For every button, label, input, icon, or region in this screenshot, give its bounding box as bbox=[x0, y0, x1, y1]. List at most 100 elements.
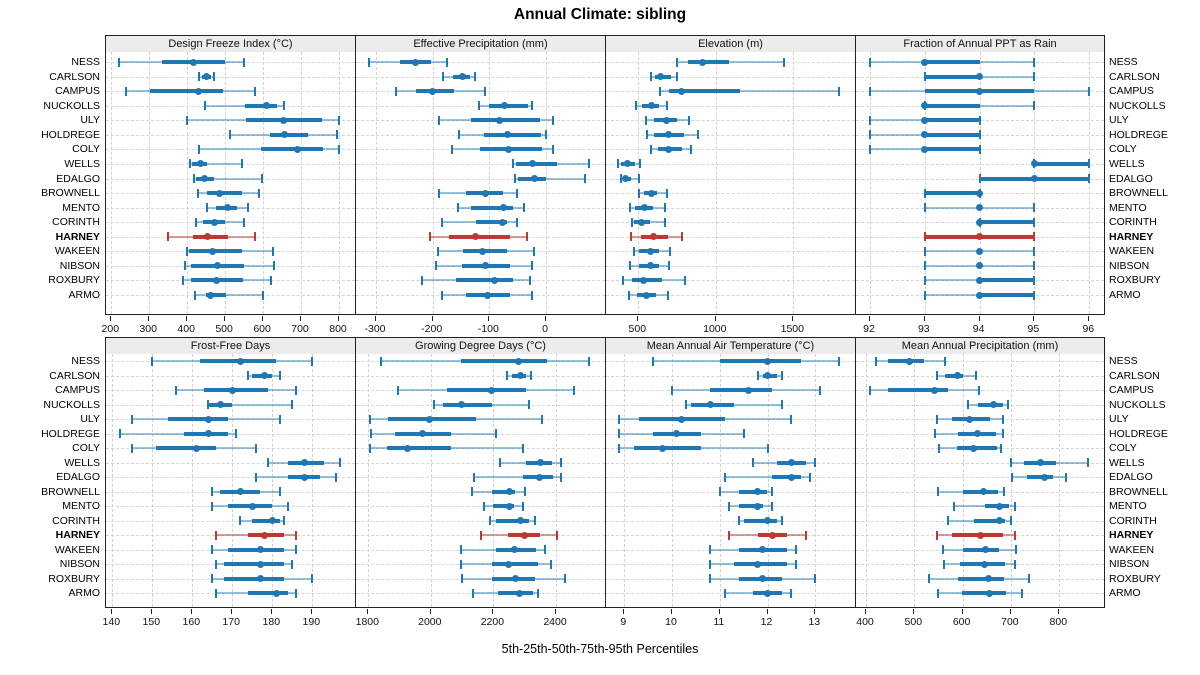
whisker-cap-high bbox=[1033, 57, 1036, 67]
median-dot bbox=[530, 175, 538, 182]
station-label-right-mento: MENTO bbox=[1109, 500, 1147, 512]
station-label-right-harney: HARNEY bbox=[1109, 230, 1154, 243]
whisker-cap-high bbox=[1021, 588, 1024, 598]
median-dot bbox=[995, 502, 1003, 510]
percentile-box-25-75 bbox=[448, 234, 510, 239]
whisker-cap-low bbox=[370, 429, 373, 438]
x-axis-tick-label: 400 bbox=[177, 323, 195, 335]
whisker-cap-low bbox=[197, 144, 200, 154]
whisker-cap-low bbox=[211, 574, 214, 583]
whisker-cap-low bbox=[953, 501, 956, 511]
whisker-cap-high bbox=[837, 86, 840, 96]
whisker-cap-low bbox=[638, 188, 641, 198]
median-dot bbox=[981, 546, 989, 553]
x-axis-tick bbox=[671, 609, 672, 614]
h-gridline bbox=[856, 506, 1104, 507]
whisker-cap-high bbox=[780, 371, 783, 380]
median-dot bbox=[279, 116, 287, 124]
panel-dfi bbox=[105, 52, 355, 315]
median-dot bbox=[976, 276, 984, 284]
whisker-cap-high bbox=[283, 516, 286, 525]
median-dot bbox=[641, 204, 649, 212]
whisker-cap-high bbox=[1033, 72, 1036, 82]
percentile-range-5-95 bbox=[676, 61, 785, 63]
whisker-cap-high bbox=[560, 472, 563, 482]
whisker-cap-low bbox=[131, 443, 134, 453]
whisker-cap-high bbox=[271, 246, 274, 256]
h-gridline bbox=[106, 62, 355, 63]
median-dot bbox=[481, 262, 489, 270]
h-gridline bbox=[606, 265, 855, 267]
whisker-cap-high bbox=[804, 530, 807, 540]
x-axis-tick bbox=[186, 316, 188, 321]
x-axis-tick-label: 500 bbox=[215, 323, 233, 335]
percentile-box-25-75 bbox=[719, 359, 801, 363]
station-label-right-ness: NESS bbox=[1109, 56, 1138, 68]
v-gridline bbox=[232, 354, 234, 607]
median-dot bbox=[787, 459, 795, 466]
percentile-range-5-95 bbox=[686, 403, 782, 406]
h-gridline bbox=[356, 163, 605, 165]
h-gridline bbox=[356, 477, 605, 478]
x-axis-tick bbox=[555, 609, 556, 614]
median-dot bbox=[706, 401, 714, 408]
percentile-box-25-75 bbox=[443, 402, 493, 407]
panel-strip-title-ffd: Frost-Free Days bbox=[190, 340, 271, 352]
station-label-left-mento: MENTO bbox=[62, 500, 100, 512]
whisker-cap-high bbox=[521, 443, 524, 453]
whisker-cap-low bbox=[420, 275, 423, 285]
whisker-cap-high bbox=[1014, 545, 1017, 554]
percentile-box-25-75 bbox=[979, 293, 1035, 297]
h-gridline bbox=[606, 520, 855, 522]
median-dot bbox=[272, 589, 280, 597]
station-label-left-nuckolls: NUCKOLLS bbox=[43, 99, 100, 112]
v-gridline bbox=[914, 354, 916, 607]
median-dot bbox=[214, 262, 222, 270]
whisker-cap-low bbox=[942, 545, 945, 554]
h-gridline bbox=[356, 549, 605, 551]
x-axis-tick bbox=[338, 316, 339, 321]
panel-strip-title-dfi: Design Freeze Index (°C) bbox=[168, 38, 293, 50]
median-dot bbox=[204, 415, 212, 423]
panel-strip-map: Mean Annual Precipitation (mm) bbox=[855, 337, 1105, 355]
median-dot bbox=[966, 415, 974, 423]
median-dot bbox=[206, 291, 214, 299]
x-axis-tick-label: 94 bbox=[972, 323, 985, 335]
percentile-box-25-75 bbox=[489, 103, 528, 108]
h-gridline bbox=[606, 120, 855, 122]
median-dot bbox=[665, 145, 673, 153]
median-dot bbox=[514, 357, 522, 365]
panel-map bbox=[855, 354, 1105, 608]
percentile-box-25-75 bbox=[945, 373, 963, 378]
station-label-left-roxbury: ROXBURY bbox=[48, 274, 100, 287]
station-label-right-nibson: NIBSON bbox=[1109, 558, 1150, 570]
median-dot bbox=[976, 247, 984, 255]
v-gridline bbox=[962, 354, 964, 607]
station-label-left-holdrege: HOLDREGE bbox=[41, 128, 100, 141]
percentile-box-25-75 bbox=[470, 205, 513, 210]
station-label-right-campus: CAMPUS bbox=[1109, 85, 1154, 98]
whisker-cap-high bbox=[1033, 246, 1036, 256]
whisker-cap-low bbox=[718, 487, 721, 496]
whisker-cap-low bbox=[936, 487, 939, 496]
h-gridline bbox=[606, 506, 855, 507]
h-gridline bbox=[106, 419, 355, 420]
median-dot bbox=[985, 589, 993, 597]
median-dot bbox=[300, 459, 308, 466]
h-gridline bbox=[356, 506, 605, 507]
h-gridline bbox=[856, 62, 1104, 63]
whisker-cap-high bbox=[254, 232, 257, 242]
whisker-cap-high bbox=[529, 275, 532, 285]
percentile-box-25-75 bbox=[252, 518, 281, 523]
h-gridline bbox=[106, 178, 355, 180]
v-gridline bbox=[1034, 52, 1036, 314]
whisker-cap-high bbox=[1065, 472, 1068, 482]
v-gridline bbox=[556, 354, 557, 607]
percentile-box-25-75 bbox=[491, 489, 515, 494]
v-gridline bbox=[979, 52, 981, 314]
whisker-cap-high bbox=[1003, 487, 1006, 496]
whisker-cap-high bbox=[771, 487, 774, 496]
station-label-left-campus: CAMPUS bbox=[55, 85, 100, 98]
whisker-cap-high bbox=[1033, 232, 1036, 242]
median-dot bbox=[516, 589, 524, 597]
